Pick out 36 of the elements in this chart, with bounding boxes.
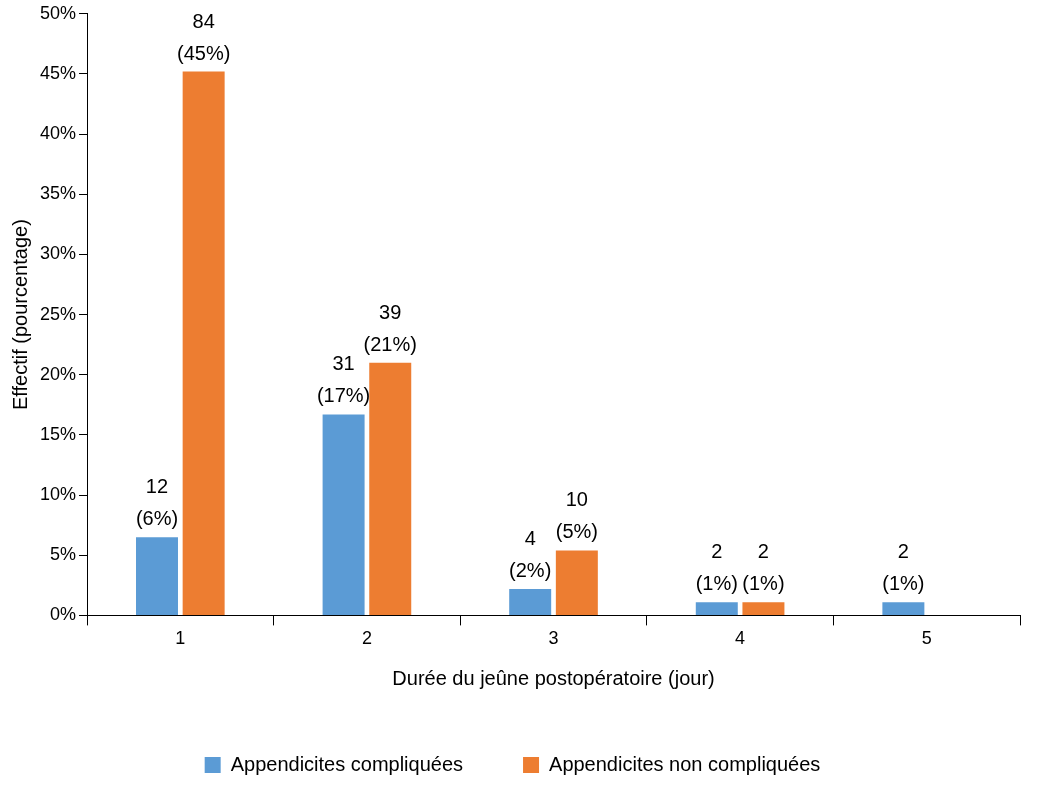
data-label: 2 (1%): [695, 540, 738, 595]
bar: [322, 414, 365, 615]
bar: [136, 537, 178, 615]
x-tick-label: 2: [361, 628, 372, 649]
x-tick-label: 1: [175, 628, 186, 649]
data-label: 84 (45%): [176, 9, 231, 64]
bar: [369, 362, 412, 615]
y-tick-label: 40%: [40, 123, 77, 144]
bar: [555, 550, 598, 615]
y-tick-label: 5%: [50, 544, 77, 565]
bar: [742, 602, 785, 615]
y-tick-label: 15%: [40, 423, 77, 444]
y-tick-label: 35%: [40, 183, 77, 204]
x-axis-title: Durée du jeûne postopératoire (jour): [392, 666, 715, 689]
legend-label: Appendicites non compliquées: [549, 752, 821, 775]
y-tick-label: 45%: [40, 62, 77, 83]
bar: [509, 588, 552, 615]
bar: [695, 602, 738, 615]
y-tick-label: 20%: [40, 363, 77, 384]
data-label: 12 (6%): [135, 475, 179, 530]
data-label: 2 (1%): [742, 540, 785, 595]
data-label: 10 (5%): [555, 488, 598, 543]
x-tick-label: 5: [921, 628, 932, 649]
y-tick-label: 50%: [40, 2, 77, 23]
bar: [882, 602, 925, 615]
x-tick-label: 3: [548, 628, 559, 649]
y-tick-label: 10%: [40, 484, 77, 505]
x-tick-label: 4: [735, 628, 746, 649]
data-label: 2 (1%): [882, 540, 925, 595]
y-tick-label: 25%: [40, 303, 77, 324]
y-axis-title: Effectif (pourcentage): [8, 219, 31, 411]
legend-label: Appendicites compliquées: [230, 752, 464, 775]
bar: [182, 71, 225, 615]
data-label: 4 (2%): [509, 526, 552, 581]
y-tick-label: 0%: [50, 604, 77, 625]
y-tick-label: 30%: [40, 243, 77, 264]
